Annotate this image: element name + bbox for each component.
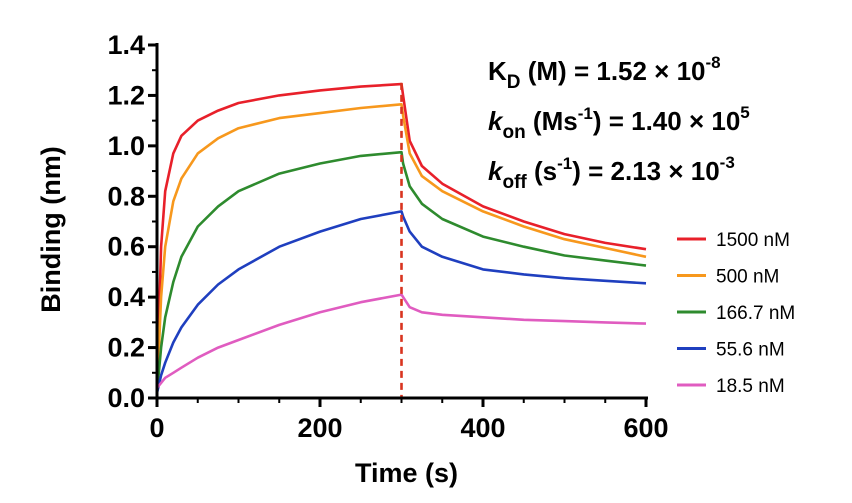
- legend-label: 1500 nM: [716, 230, 790, 251]
- series-line-1500-nM: [155, 82, 647, 391]
- y-tick-label: 1.2: [107, 80, 145, 110]
- legend-label: 500 nM: [716, 267, 779, 288]
- annotation-equals: =: [567, 56, 597, 86]
- annotation-value: 1.52 × 10: [596, 56, 705, 86]
- annotation-exponent: 5: [740, 103, 749, 122]
- x-tick-label: 400: [460, 413, 505, 443]
- legend-label: 55.6 nM: [716, 340, 785, 361]
- annotation-equals: =: [601, 106, 631, 136]
- annotation-subscript: on: [502, 122, 525, 143]
- legend: 1500 nM 500 nM 166.7 nM 55.6 nM 18.5 nM: [677, 230, 795, 397]
- series-line-18-5-nM: [155, 293, 647, 389]
- x-tick-label: 600: [623, 413, 668, 443]
- y-tick-label: 0.0: [107, 383, 145, 413]
- annotation-exponent: -3: [720, 153, 735, 172]
- annotation-line-3: koff (s-1) = 2.13 × 10-3: [488, 153, 735, 193]
- x-axis-title: Time (s): [355, 458, 458, 488]
- annotation-value: 1.40 × 10: [631, 106, 740, 136]
- x-tick-label: 200: [297, 413, 342, 443]
- y-tick-label: 0.4: [107, 282, 145, 312]
- annotation-unit_sup: -1: [578, 104, 593, 123]
- y-tick-label: 0.8: [107, 181, 145, 211]
- legend-label: 18.5 nM: [716, 376, 785, 397]
- annotation-subscript: D: [507, 72, 521, 93]
- annotation-line-1: KD (M) = 1.52 × 10-8: [488, 53, 721, 93]
- series-line-55-6-nM: [155, 210, 647, 394]
- annotation-subscript: off: [502, 172, 527, 193]
- annotation-equals: =: [581, 156, 611, 186]
- annotation-symbol: k: [488, 156, 504, 186]
- legend-label: 166.7 nM: [716, 303, 795, 324]
- plot-series-group: [155, 82, 647, 394]
- annotation-value: 2.13 × 10: [611, 156, 720, 186]
- series-line-500-nM: [155, 103, 647, 394]
- annotation-exponent: -8: [706, 53, 721, 72]
- series-line-166-7-nM: [155, 150, 647, 394]
- y-tick-label: 0.2: [107, 333, 145, 363]
- annotation-unit_prefix: (s: [527, 156, 557, 186]
- y-tick-label: 1.0: [107, 131, 145, 161]
- annotation-unit_prefix: (M): [521, 56, 567, 86]
- annotation-unit_suffix: ): [593, 106, 602, 136]
- y-axis-title: Binding (nm): [36, 146, 66, 312]
- x-tick-label: 0: [149, 413, 164, 443]
- y-tick-label: 0.6: [107, 232, 145, 262]
- ticks-group: 0.0 0.2 0.4 0.6 0.8 1.0 1.2 1.4 0 200 400 600: [107, 30, 668, 443]
- annotation-symbol: k: [488, 106, 504, 136]
- annotation-symbol: K: [488, 56, 507, 86]
- y-tick-label: 1.4: [107, 30, 145, 60]
- annotation-unit_suffix: ): [572, 156, 581, 186]
- annotation-unit_prefix: (Ms: [526, 106, 578, 136]
- annotation-unit_sup: -1: [557, 154, 572, 173]
- annotation-line-2: kon (Ms-1) = 1.40 × 105: [488, 103, 750, 143]
